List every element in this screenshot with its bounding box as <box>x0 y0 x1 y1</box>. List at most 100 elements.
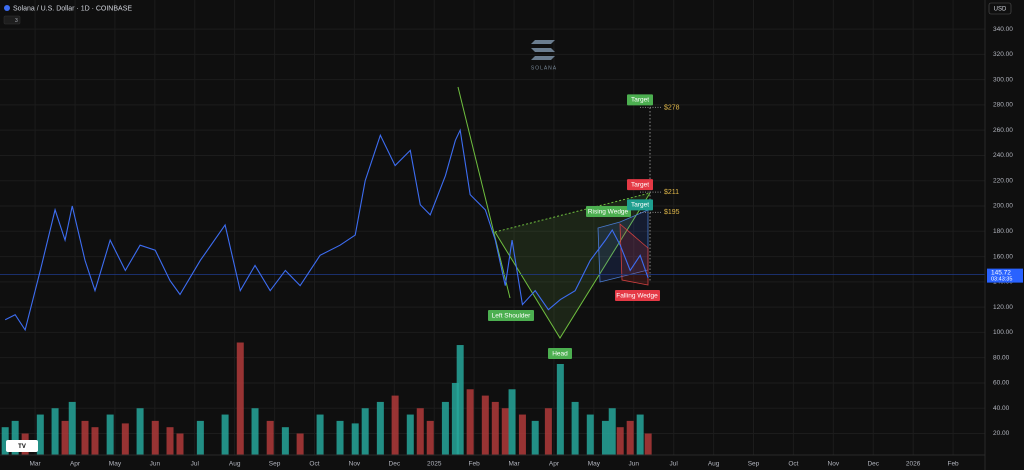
logo: SOLANA <box>531 40 557 71</box>
x-tick-label: 2025 <box>427 461 442 468</box>
volume-bar <box>406 414 414 455</box>
neckline <box>494 192 651 233</box>
target-text: Target <box>631 97 649 104</box>
pattern-drawings: Left Shoulder Head Rising Wedge Falling … <box>457 86 660 359</box>
volume-bar <box>266 420 274 455</box>
x-tick-label: Aug <box>229 461 241 468</box>
x-tick-label: Jul <box>670 461 679 468</box>
x-tick-label: Mar <box>30 461 42 468</box>
x-tick-label: May <box>588 461 601 468</box>
volume-bar <box>81 420 89 455</box>
volume-bar <box>176 433 184 455</box>
trend-line <box>457 86 511 299</box>
volume-bar <box>36 414 44 455</box>
x-tick-label: Nov <box>828 461 840 468</box>
volume-bar <box>91 427 99 455</box>
tv-logo: TV <box>6 440 38 452</box>
x-tick-label: Nov <box>349 461 361 468</box>
target-price: $278 <box>664 104 680 111</box>
x-tick-label: Sep <box>269 461 281 468</box>
volume-bar <box>518 414 526 455</box>
target-text: Target <box>631 202 649 209</box>
volume-bar <box>106 414 114 455</box>
volume-bar <box>451 382 459 455</box>
volume-bar <box>626 420 634 455</box>
volume-bar <box>376 401 384 455</box>
volume-bar <box>531 420 539 455</box>
x-tick-label: Jun <box>629 461 640 468</box>
annotation-box <box>586 206 631 217</box>
volume-bar <box>351 423 359 455</box>
volume-bar <box>11 420 19 455</box>
volume-bar <box>644 433 652 455</box>
logo-text: SOLANA <box>531 65 557 71</box>
volume-bar <box>391 395 399 455</box>
volume-bar <box>426 420 434 455</box>
volume-bar <box>491 401 499 455</box>
y-tick-label: 160.00 <box>993 253 1013 260</box>
volume-bar <box>571 401 579 455</box>
grid <box>0 0 985 455</box>
currency-button[interactable] <box>988 2 1012 15</box>
y-tick-label: 100.00 <box>993 329 1013 336</box>
volume-bar <box>61 420 69 455</box>
currency: USD <box>994 7 1007 13</box>
price-label: 145.72 <box>991 269 1011 276</box>
targets: Target $278 Target $211 Target $195 <box>627 94 680 216</box>
x-tick-label: Aug <box>708 461 720 468</box>
volume-bar <box>68 401 76 455</box>
y-tick-label: 340.00 <box>993 26 1013 33</box>
x-tick-label: Oct <box>309 461 319 468</box>
volume-bar <box>416 408 424 455</box>
price-line <box>0 128 985 332</box>
volume-bar <box>544 408 552 455</box>
x-tick-label: May <box>109 461 122 468</box>
indicator-count: 3 <box>15 18 18 24</box>
annotation: Rising Wedge <box>588 209 629 216</box>
volume-bar <box>221 414 229 455</box>
target-box <box>627 94 653 106</box>
y-tick-label: 120.00 <box>993 304 1013 311</box>
countdown: 03:43:35 <box>991 277 1012 283</box>
annotation: Left Shoulder <box>492 313 532 320</box>
x-tick-label: Feb <box>947 461 959 468</box>
volume-bar <box>601 420 609 455</box>
target-price: $211 <box>664 189 679 196</box>
volume-bar <box>316 414 324 455</box>
y-tick-label: 240.00 <box>993 152 1013 159</box>
y-tick-label: 300.00 <box>993 76 1013 83</box>
target-text: Target <box>631 181 649 188</box>
x-tick-label: Jul <box>191 461 200 468</box>
y-tick-label: 80.00 <box>993 354 1010 361</box>
falling-wedge-shape <box>619 223 649 286</box>
volume-bar <box>336 420 344 455</box>
volume-bar <box>361 408 369 455</box>
annotation-box <box>488 310 534 321</box>
target-price: $195 <box>664 209 680 216</box>
volume-bar <box>166 427 174 455</box>
y-tick-label: 280.00 <box>993 102 1013 109</box>
y-tick-label: 40.00 <box>993 405 1010 412</box>
y-tick-label: 320.00 <box>993 51 1013 58</box>
indicator-toggle[interactable] <box>3 15 21 25</box>
volume-bar <box>608 408 616 455</box>
volume-bar <box>508 389 516 455</box>
volume-bar <box>296 433 304 455</box>
volume-bar <box>196 420 204 455</box>
volume-bar <box>456 345 464 455</box>
volume-bar <box>481 395 489 455</box>
symbol-icon <box>4 5 10 11</box>
svg-text:TV: TV <box>18 444 26 450</box>
volume-bar <box>251 408 259 455</box>
volume-bar <box>466 389 474 455</box>
volume-bar <box>441 401 449 455</box>
volume-bar <box>586 414 594 455</box>
x-tick-label: Oct <box>788 461 798 468</box>
x-tick-label: Apr <box>70 461 81 468</box>
price-line <box>4 128 649 332</box>
volume-bar <box>501 408 509 455</box>
annotation-box <box>548 348 572 359</box>
volume-bar <box>51 408 59 455</box>
